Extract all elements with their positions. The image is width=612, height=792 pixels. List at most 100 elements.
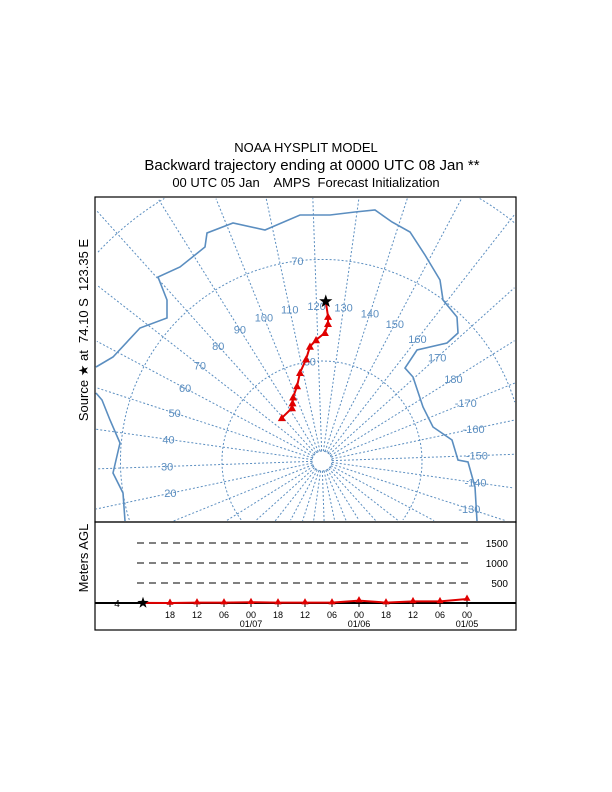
source-height-label: 4 [114,599,120,610]
time-tick-label: 12 [192,610,202,620]
latitude-circle [97,198,516,253]
meridian-line [265,198,321,452]
trajectory-point [302,355,311,363]
meridian-line [330,340,515,457]
trajectory-point [277,413,286,422]
height-point [382,598,390,605]
meridian-line [290,469,318,521]
meridian-line [331,453,515,462]
height-point [436,596,444,604]
date-label: 01/05 [456,619,479,629]
longitude-label: 110 [281,304,299,316]
time-tick-label: 18 [381,610,391,620]
height-reference-label: 1000 [486,559,509,570]
source-star-icon [319,294,333,308]
meridian-line [96,460,313,470]
trajectory-point [312,336,321,344]
height-reference-label: 500 [491,579,508,590]
meridian-line [96,428,313,461]
time-tick-label: 18 [273,610,283,620]
antarctic-coastline-west [95,392,126,522]
longitude-label: 160 [408,334,426,346]
meridian-line [173,464,313,522]
time-tick-label: 06 [327,610,337,620]
latitude-circle [120,259,516,521]
trajectory-point [288,399,297,407]
trajectory-point [323,319,332,328]
trajectory-point [293,382,302,390]
trajectory-point [295,368,304,376]
longitude-label: 40 [162,434,174,446]
meridian-line [327,214,516,454]
trajectory-map [277,294,333,422]
time-tick-label: 00 [354,610,364,620]
meridian-line [225,465,314,522]
longitude-label: 70 [194,361,206,373]
height-point [355,596,363,603]
meridian-line [331,463,507,522]
height-point [274,598,282,605]
height-point [247,597,255,604]
time-tick-label: 12 [408,610,418,620]
meridian-line [323,470,336,521]
longitude-label: -140 [464,478,486,490]
title-line-3: 00 UTC 05 Jan AMPS Forecast Initializati… [172,175,439,190]
meridian-line [326,469,360,521]
longitude-label: 180 [444,374,462,386]
time-tick-label: 00 [246,610,256,620]
meridian-line [331,382,516,458]
trajectory-point [288,403,297,412]
y-axis-label: Meters AGL [76,524,91,593]
meridian-line [96,340,314,457]
longitude-label: 30 [161,461,173,473]
trajectory-point [320,328,329,337]
time-tick-label: 18 [165,610,175,620]
trajectory-point [324,312,333,320]
meridian-line [331,461,515,489]
longitude-label: 140 [361,309,379,321]
title-line-2: Backward trajectory ending at 0000 UTC 0… [144,157,479,174]
longitude-label: 80 [212,341,224,353]
meridian-line [215,198,319,452]
latitude-circle [311,450,333,472]
longitude-label: -130 [458,504,480,516]
antarctic-coastline [95,209,478,522]
meridian-line [325,470,347,521]
height-panel-frame [94,521,517,631]
meridian-line [328,468,376,521]
time-tick-label: 06 [219,610,229,620]
meridian-line [96,210,316,454]
longitude-label: 170 [428,352,446,364]
time-tick-label: 06 [435,610,445,620]
meridian-line [255,467,315,521]
meridian-line [330,465,435,522]
source-location-label: Source ★ at 74.10 S 123.35 E [76,239,91,422]
meridian-line [312,198,323,452]
title-line-1: NOAA HYSPLIT MODEL [234,140,378,155]
meridian-line [274,468,317,522]
height-point [220,598,228,605]
height-point [166,598,174,605]
height-point [409,596,417,604]
longitude-label: 130 [334,303,352,315]
longitude-label: -170 [455,398,477,410]
source-star-icon [137,596,149,608]
meridian-line [324,198,408,452]
date-label: 01/06 [348,619,371,629]
meridian-line [329,466,399,522]
height-point [193,598,201,605]
longitude-label: 20 [164,488,176,500]
meridian-line [96,284,315,456]
latitude-circle [221,360,423,521]
longitude-label: 90 [234,325,246,337]
time-tick-label: 12 [300,610,310,620]
meridian-line [331,419,515,460]
time-tick-label: 00 [462,610,472,620]
meridian-line [313,470,322,521]
latitude-label: 70 [291,256,303,268]
height-point [301,598,309,605]
